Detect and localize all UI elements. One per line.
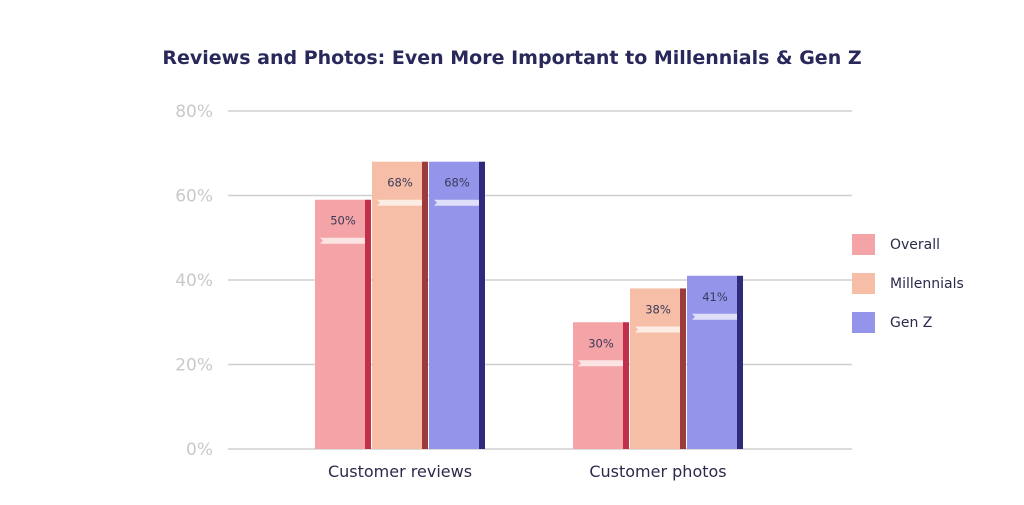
y-tick-label: 0% [186,440,213,460]
bar [573,322,623,449]
y-tick-label: 20% [175,356,213,376]
data-label: 30% [588,336,614,350]
label-ribbon [320,237,365,244]
chart-title: Reviews and Photos: Even More Important … [162,47,861,69]
data-label: 41% [702,290,728,304]
bar [630,288,680,449]
legend-swatch [852,312,875,333]
bar-edge [680,288,686,449]
legend-swatch [852,273,875,294]
label-ribbon [377,199,422,206]
x-category-label: Customer reviews [328,462,472,481]
bar [372,161,422,449]
data-label: 38% [645,302,671,316]
y-tick-label: 80% [175,102,213,122]
bar [315,199,365,449]
label-ribbon [692,313,737,320]
data-label: 50% [330,214,356,228]
legend-label: Millennials [890,276,964,292]
y-tick-label: 60% [175,187,213,207]
bar-edge [422,161,428,449]
label-ribbon [635,326,680,333]
data-label: 68% [444,176,470,190]
bar-group: 50% [315,199,371,449]
bar-group: 30% [573,322,629,449]
bar [687,275,737,449]
bar-edge [737,275,743,449]
x-category-label: Customer photos [589,462,726,481]
bar-edge [479,161,485,449]
data-label: 68% [387,176,413,190]
bar-edge [623,322,629,449]
bar [429,161,479,449]
bar-group: 41% [687,275,743,449]
legend-swatch [852,234,875,255]
legend-label: Overall [890,237,940,253]
bar-group: 68% [372,161,428,449]
bar-group: 68% [429,161,485,449]
y-tick-label: 40% [175,271,213,291]
label-ribbon [434,199,479,206]
bar-edge [365,199,371,449]
legend-label: Gen Z [890,315,932,331]
bar-group: 38% [630,288,686,449]
label-ribbon [578,360,623,367]
